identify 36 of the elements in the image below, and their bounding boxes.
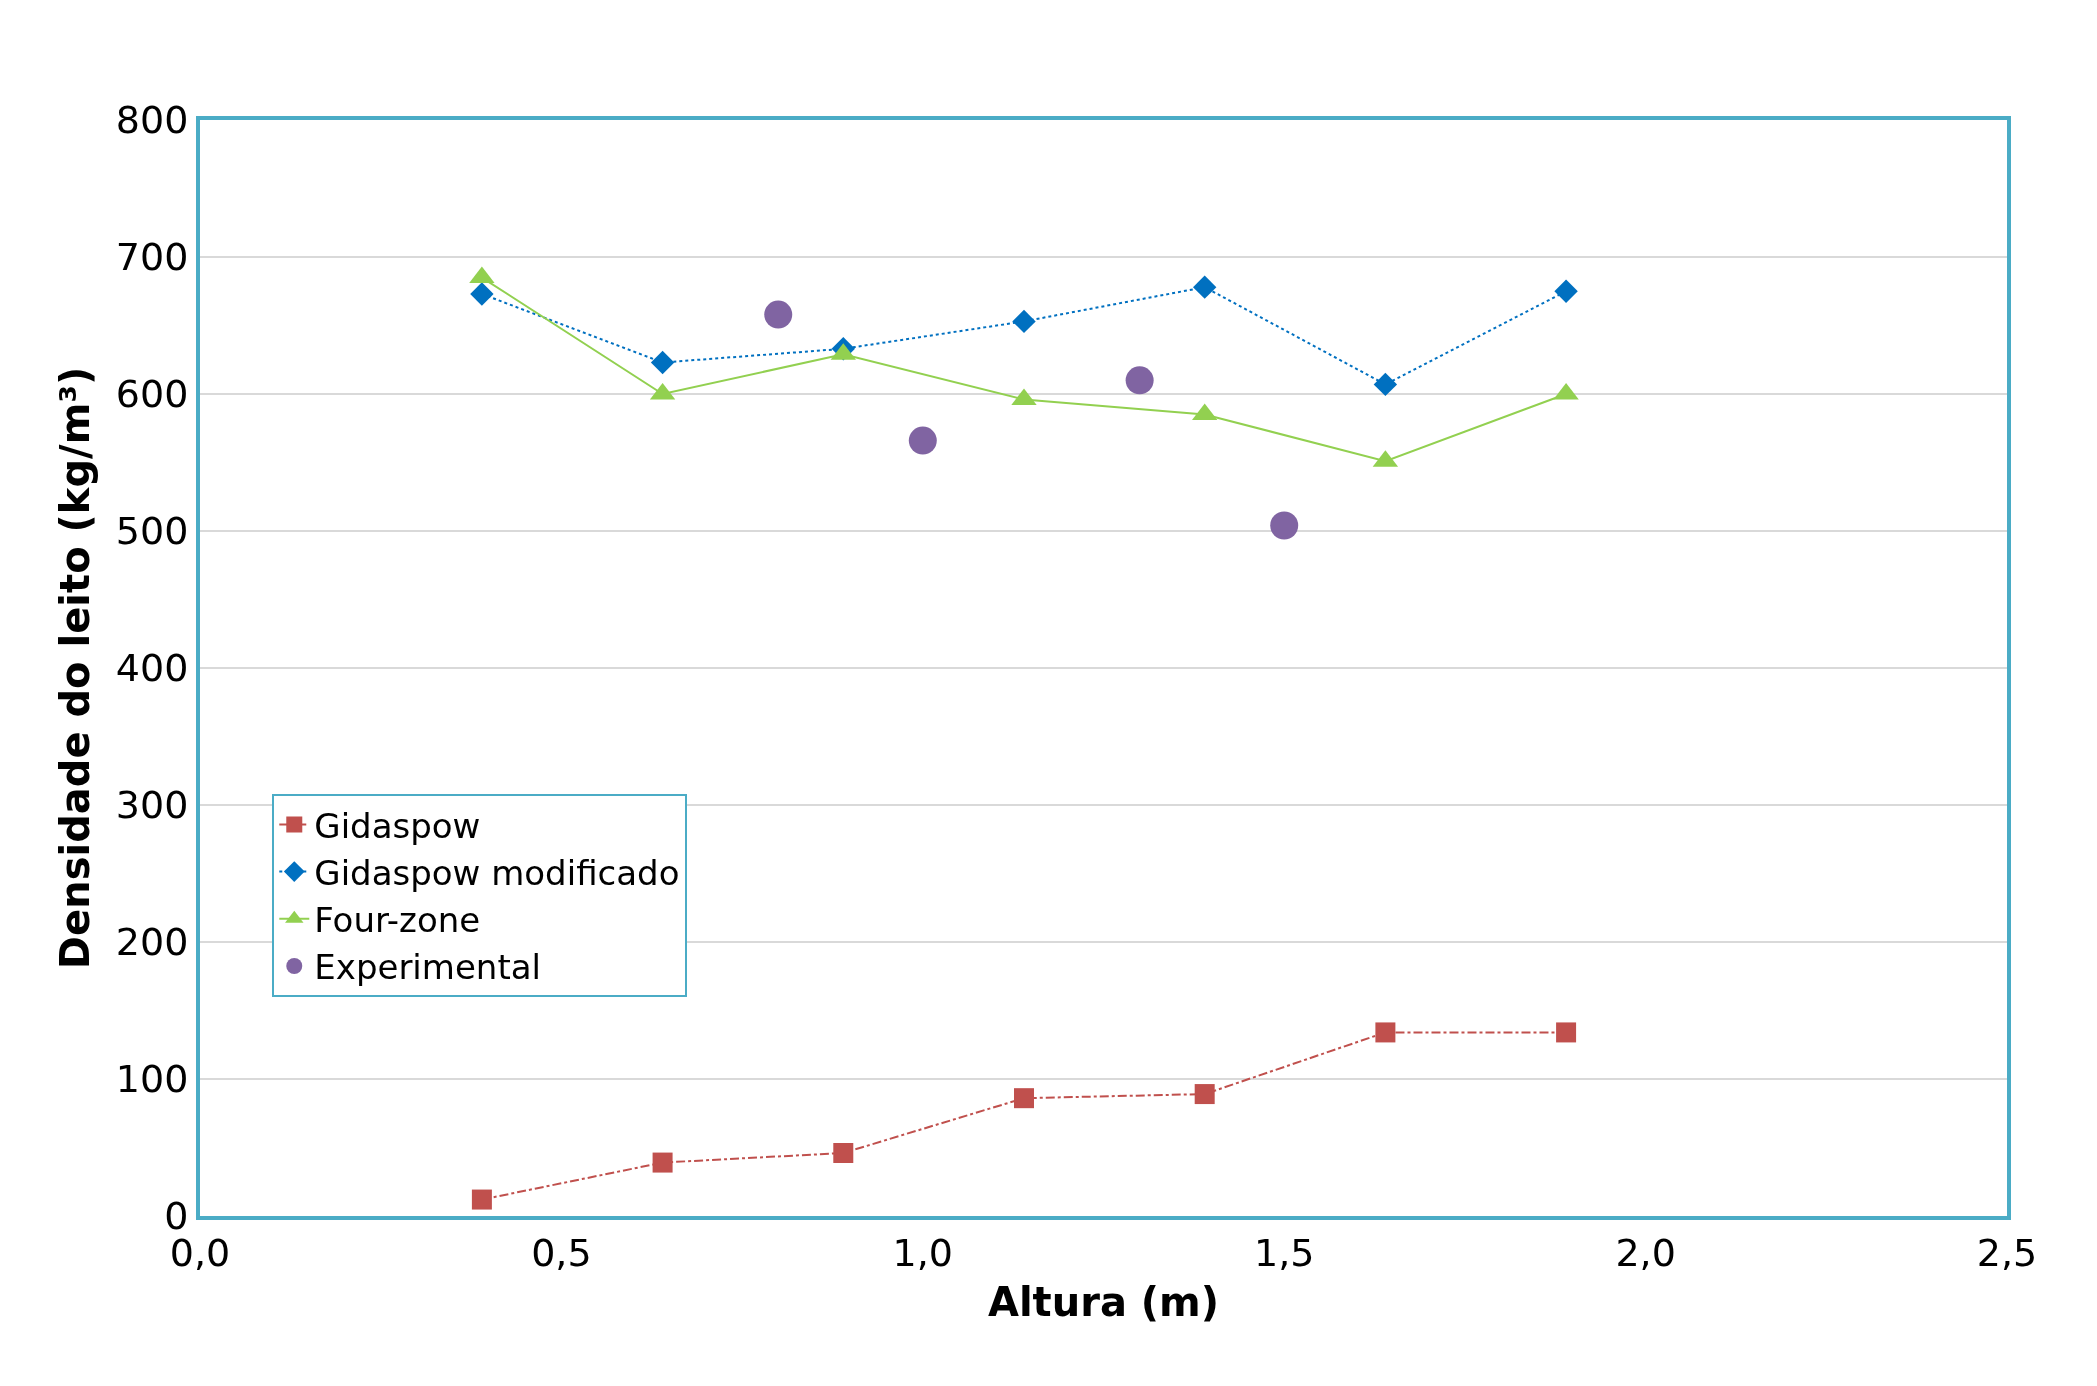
legend-label: Gidaspow [314, 805, 481, 846]
point [764, 300, 793, 329]
y-tick-label: 700 [115, 235, 189, 280]
point [1375, 1022, 1396, 1043]
point [1373, 372, 1398, 397]
legend-label: Four-zone [314, 900, 481, 941]
x-tick-label: 0,5 [531, 1230, 592, 1275]
x-axis-title: Altura (m) [987, 1278, 1220, 1325]
x-tick-label: 1,5 [1253, 1230, 1315, 1275]
point [650, 350, 675, 375]
point [833, 1142, 854, 1163]
point [908, 426, 937, 455]
x-tick-label: 2,5 [1976, 1230, 2038, 1275]
y-tick-label: 100 [115, 1057, 189, 1102]
y-tick-label: 800 [115, 98, 189, 143]
point [1013, 1088, 1034, 1109]
point [1270, 511, 1299, 540]
y-tick-label: 500 [115, 509, 189, 554]
y-tick-label: 600 [115, 372, 189, 417]
point [471, 1189, 492, 1210]
x-tick-label: 1,0 [892, 1230, 954, 1275]
point [1554, 279, 1578, 303]
y-tick-label: 300 [115, 783, 189, 828]
point [1192, 275, 1217, 299]
point [1194, 1084, 1215, 1105]
x-tick-label: 2,0 [1615, 1230, 1676, 1275]
legend-label: Gidaspow modificado [314, 852, 680, 893]
point [1556, 1022, 1577, 1043]
point [652, 1152, 673, 1173]
point [1125, 366, 1154, 395]
legend-label: Experimental [314, 947, 542, 988]
y-tick-label: 400 [115, 646, 189, 691]
y-axis-title: Densidade do leito (kg/m³) [51, 366, 98, 970]
y-tick-label: 200 [115, 920, 189, 965]
point [470, 282, 494, 306]
point [1012, 309, 1036, 334]
